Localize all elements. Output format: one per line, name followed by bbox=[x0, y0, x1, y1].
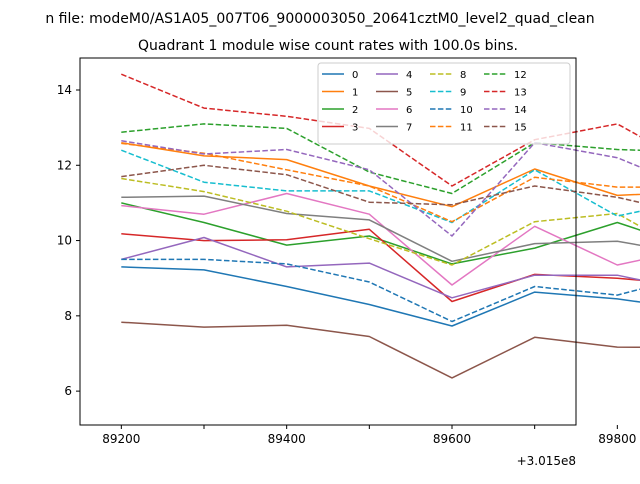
series-line-10 bbox=[121, 258, 640, 323]
legend-label-13: 13 bbox=[514, 88, 527, 99]
chart-title: Quadrant 1 module wise count rates with … bbox=[138, 38, 518, 54]
legend-label-15: 15 bbox=[514, 123, 527, 134]
legend-label-14: 14 bbox=[514, 105, 527, 116]
series-line-0 bbox=[121, 266, 640, 327]
legend-label-8: 8 bbox=[460, 70, 466, 81]
series-line-1 bbox=[121, 141, 640, 208]
series-line-15 bbox=[121, 164, 640, 206]
legend-label-10: 10 bbox=[460, 105, 473, 116]
x-axis-offset-label: +3.015e8 bbox=[517, 454, 576, 468]
legend-label-12: 12 bbox=[514, 70, 527, 81]
series-line-7 bbox=[121, 195, 640, 263]
y-tick-label: 6 bbox=[64, 384, 72, 398]
legend-label-1: 1 bbox=[352, 88, 358, 99]
legend-label-3: 3 bbox=[352, 123, 358, 134]
x-tick-label: 89600 bbox=[433, 432, 471, 446]
x-tick-label: 89800 bbox=[598, 432, 636, 446]
series-line-14 bbox=[121, 140, 640, 237]
series-layer bbox=[121, 73, 640, 379]
legend-label-5: 5 bbox=[406, 88, 412, 99]
series-line-4 bbox=[121, 236, 640, 299]
x-tick-label: 89200 bbox=[102, 432, 140, 446]
legend-label-7: 7 bbox=[406, 123, 412, 134]
legend-label-11: 11 bbox=[460, 123, 473, 134]
legend-label-4: 4 bbox=[406, 70, 412, 81]
figure-suptitle: n file: modeM0/AS1A05_007T06_9000003050_… bbox=[45, 11, 594, 27]
x-tick-label: 89400 bbox=[268, 432, 306, 446]
y-tick-label: 10 bbox=[57, 234, 72, 248]
series-line-2 bbox=[121, 202, 640, 265]
series-line-8 bbox=[121, 177, 640, 266]
series-line-3 bbox=[121, 228, 640, 303]
legend-box bbox=[317, 62, 571, 145]
legend-label-2: 2 bbox=[352, 105, 358, 116]
tick-layer: 8920089400896008980090000902009040090600… bbox=[57, 83, 637, 446]
legend-label-6: 6 bbox=[406, 105, 412, 116]
series-line-6 bbox=[121, 192, 640, 286]
legend-label-9: 9 bbox=[460, 88, 466, 99]
y-tick-label: 14 bbox=[57, 83, 72, 97]
plot-frame bbox=[79, 57, 577, 426]
series-line-11 bbox=[121, 142, 640, 223]
legend-label-0: 0 bbox=[352, 70, 358, 81]
y-tick-label: 8 bbox=[64, 309, 72, 323]
series-line-5 bbox=[121, 321, 640, 379]
y-tick-label: 12 bbox=[57, 158, 72, 172]
